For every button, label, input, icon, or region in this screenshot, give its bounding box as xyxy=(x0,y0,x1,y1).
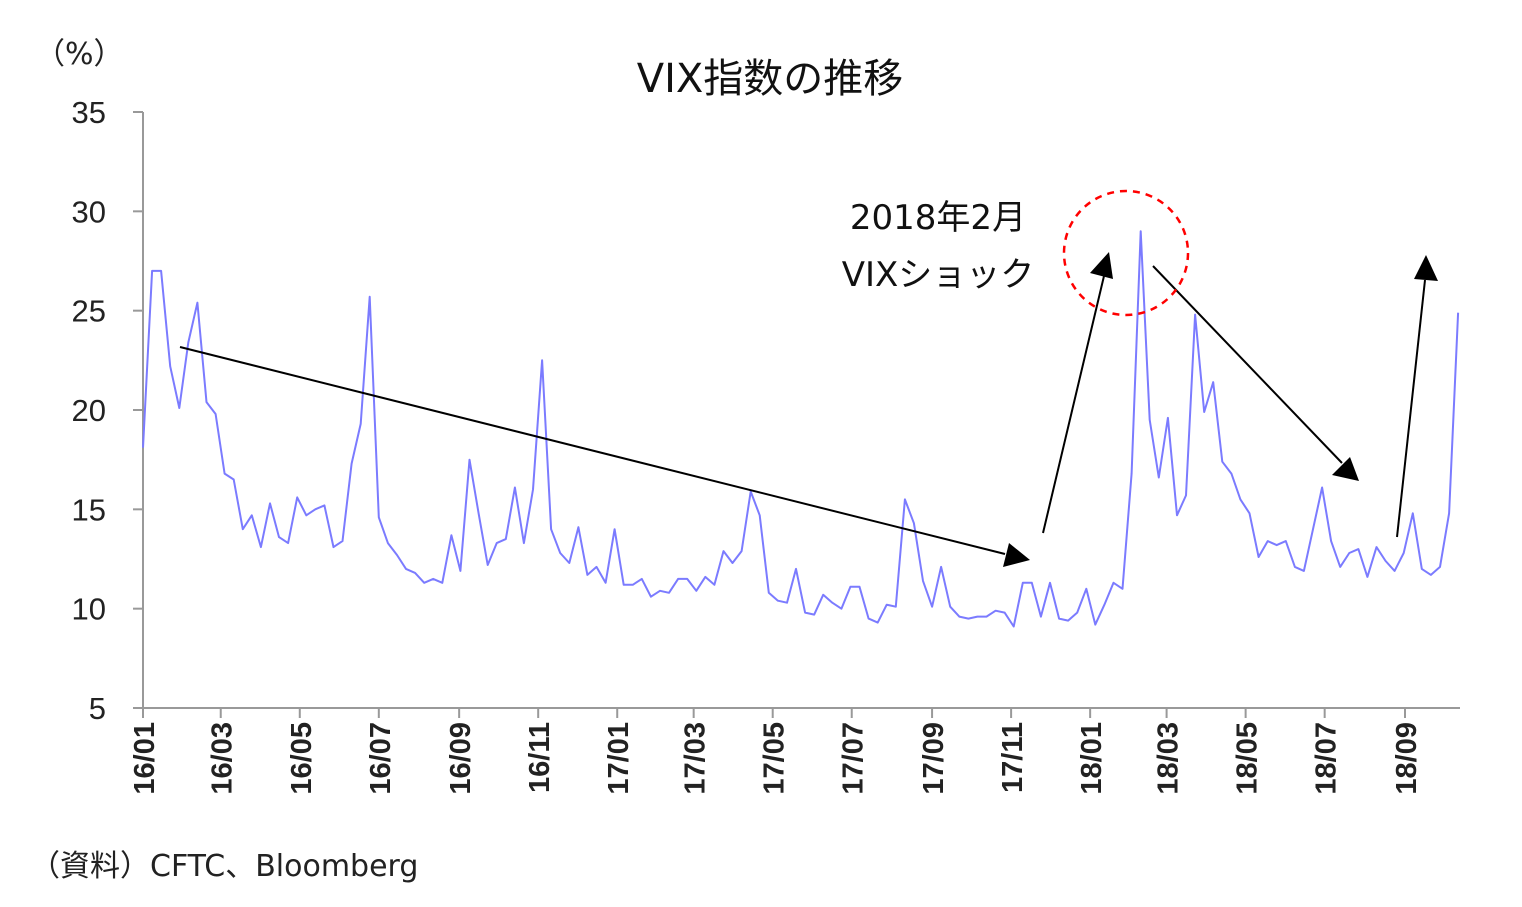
vix-series xyxy=(142,230,1460,628)
y-tick-label: 25 xyxy=(72,294,106,329)
arrowhead xyxy=(1090,252,1113,279)
arrowhead xyxy=(1414,255,1438,281)
x-tick-label: 18/07 xyxy=(1311,722,1343,795)
x-tick-label: 16/11 xyxy=(524,722,556,793)
y-axis: 5 10 15 20 25 30 35 xyxy=(72,95,144,726)
x-tick-label: 18/05 xyxy=(1232,722,1264,795)
y-tick-label: 35 xyxy=(72,95,106,130)
x-tick-label: 16/09 xyxy=(445,722,477,795)
x-tick-label: 17/09 xyxy=(918,722,950,795)
x-tick-label: 17/03 xyxy=(680,722,712,795)
annotation-vix-shock: VIXショック xyxy=(842,255,1035,295)
vix-line xyxy=(142,230,1460,628)
x-tick-label: 16/07 xyxy=(365,722,397,795)
x-tick-label: 16/03 xyxy=(207,722,239,795)
annotation-date: 2018年2月 xyxy=(850,198,1026,238)
y-tick-label: 10 xyxy=(72,592,106,627)
y-tick-label: 30 xyxy=(72,194,106,229)
x-tick-label: 18/01 xyxy=(1076,722,1108,795)
chart-title: VIX指数の推移 xyxy=(637,56,904,102)
arrowhead xyxy=(1003,543,1030,567)
trend-arrow-down-2018 xyxy=(1152,265,1343,464)
x-tick-label: 16/01 xyxy=(129,722,161,795)
x-tick-label: 17/11 xyxy=(997,722,1029,793)
x-tick-label: 18/09 xyxy=(1391,722,1423,795)
y-tick-label: 5 xyxy=(89,691,106,726)
y-unit-label: （%） xyxy=(35,37,124,72)
vix-shock-highlight-circle xyxy=(1062,189,1190,317)
x-axis: 16/01 16/03 16/05 16/07 16/09 16/11 17/01 17/03… xyxy=(129,707,1460,795)
trend-arrow-up-2018-feb xyxy=(1042,275,1105,534)
y-tick-label: 20 xyxy=(72,393,106,428)
x-tick-label: 17/05 xyxy=(759,722,791,795)
x-tick-label: 18/03 xyxy=(1153,722,1185,795)
x-tick-label: 17/01 xyxy=(603,722,635,795)
source-note: （資料）CFTC、Bloomberg xyxy=(30,849,418,884)
trend-arrow-down-2016-2017 xyxy=(179,346,1006,555)
arrowhead xyxy=(1332,457,1359,481)
trend-arrow-up-2018-oct xyxy=(1396,279,1426,538)
y-tick-label: 15 xyxy=(72,492,106,527)
annotations: 2018年2月 VIXショック xyxy=(179,189,1438,567)
x-tick-label: 17/07 xyxy=(838,722,870,795)
x-tick-label: 16/05 xyxy=(286,722,318,795)
